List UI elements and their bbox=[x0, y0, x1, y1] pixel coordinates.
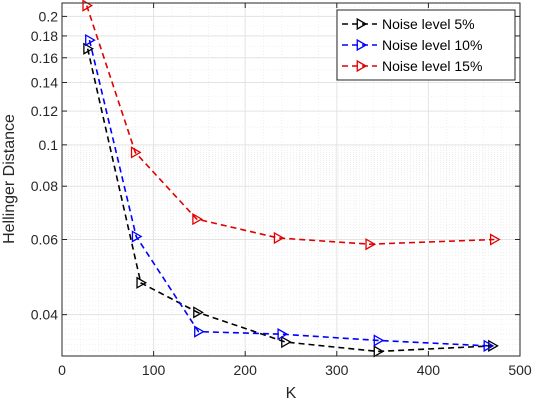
legend-label: Noise level 10% bbox=[382, 37, 482, 53]
y-tick-label: 0.18 bbox=[31, 28, 58, 44]
data-point-marker bbox=[483, 339, 495, 352]
data-point-marker bbox=[488, 339, 499, 352]
series-noise-level-15- bbox=[82, 0, 501, 251]
data-point-marker bbox=[136, 276, 148, 289]
x-tick-label: 200 bbox=[234, 362, 258, 378]
x-axis-label: K bbox=[286, 385, 297, 402]
data-point-marker bbox=[373, 334, 385, 347]
y-tick-label: 0.2 bbox=[39, 8, 59, 24]
y-tick-label: 0.12 bbox=[31, 103, 58, 119]
y-tick-label: 0.08 bbox=[31, 178, 58, 194]
series-noise-level-5- bbox=[83, 42, 499, 358]
legend-label: Noise level 5% bbox=[382, 16, 475, 32]
data-point-marker bbox=[365, 238, 377, 251]
data-point-marker bbox=[193, 306, 204, 319]
legend-label: Noise level 15% bbox=[382, 58, 482, 74]
series-line bbox=[88, 39, 488, 347]
data-point-marker bbox=[130, 146, 142, 159]
data-point-marker bbox=[489, 233, 501, 246]
legend-item: Noise level 5% bbox=[342, 16, 475, 32]
series-line bbox=[86, 48, 493, 353]
y-tick-label: 0.1 bbox=[39, 137, 59, 153]
x-tick-label: 500 bbox=[508, 362, 532, 378]
series-noise-level-10- bbox=[85, 33, 495, 352]
y-tick-label: 0.04 bbox=[31, 307, 58, 323]
data-point-marker bbox=[83, 42, 94, 55]
y-axis: 0.04 0.06 0.08 0.1 0.12 0.14 0.16 0.18 0.2 bbox=[31, 8, 520, 323]
x-tick-label: 100 bbox=[142, 362, 166, 378]
series-line bbox=[85, 5, 495, 246]
legend-marker bbox=[356, 38, 368, 52]
data-point-marker bbox=[281, 335, 292, 349]
data-point-marker bbox=[85, 33, 96, 47]
data-point-marker bbox=[373, 345, 385, 358]
x-tick-label: 300 bbox=[325, 362, 349, 378]
x-tick-label: 0 bbox=[58, 362, 66, 378]
x-axis: 0 100 200 300 400 500 bbox=[58, 3, 532, 378]
y-tick-label: 0.16 bbox=[31, 50, 58, 66]
legend-item: Noise level 10% bbox=[342, 37, 482, 53]
y-tick-label: 0.14 bbox=[31, 74, 58, 90]
legend: Noise level 5% Noise level 10% Noise level… bbox=[336, 9, 516, 81]
data-point-marker bbox=[273, 231, 285, 245]
data-point-marker bbox=[192, 212, 203, 226]
legend-marker bbox=[356, 59, 368, 73]
y-axis-label: Hellinger Distance bbox=[1, 114, 18, 244]
x-tick-label: 400 bbox=[417, 362, 441, 378]
series-layer bbox=[82, 0, 501, 358]
data-point-marker bbox=[131, 230, 143, 243]
legend-item: Noise level 15% bbox=[342, 58, 482, 74]
plot-frame bbox=[61, 2, 521, 357]
data-point-marker bbox=[194, 325, 205, 338]
y-tick-label: 0.06 bbox=[31, 232, 58, 248]
grid bbox=[61, 3, 521, 356]
data-point-marker bbox=[277, 328, 289, 341]
legend-marker bbox=[356, 17, 368, 31]
